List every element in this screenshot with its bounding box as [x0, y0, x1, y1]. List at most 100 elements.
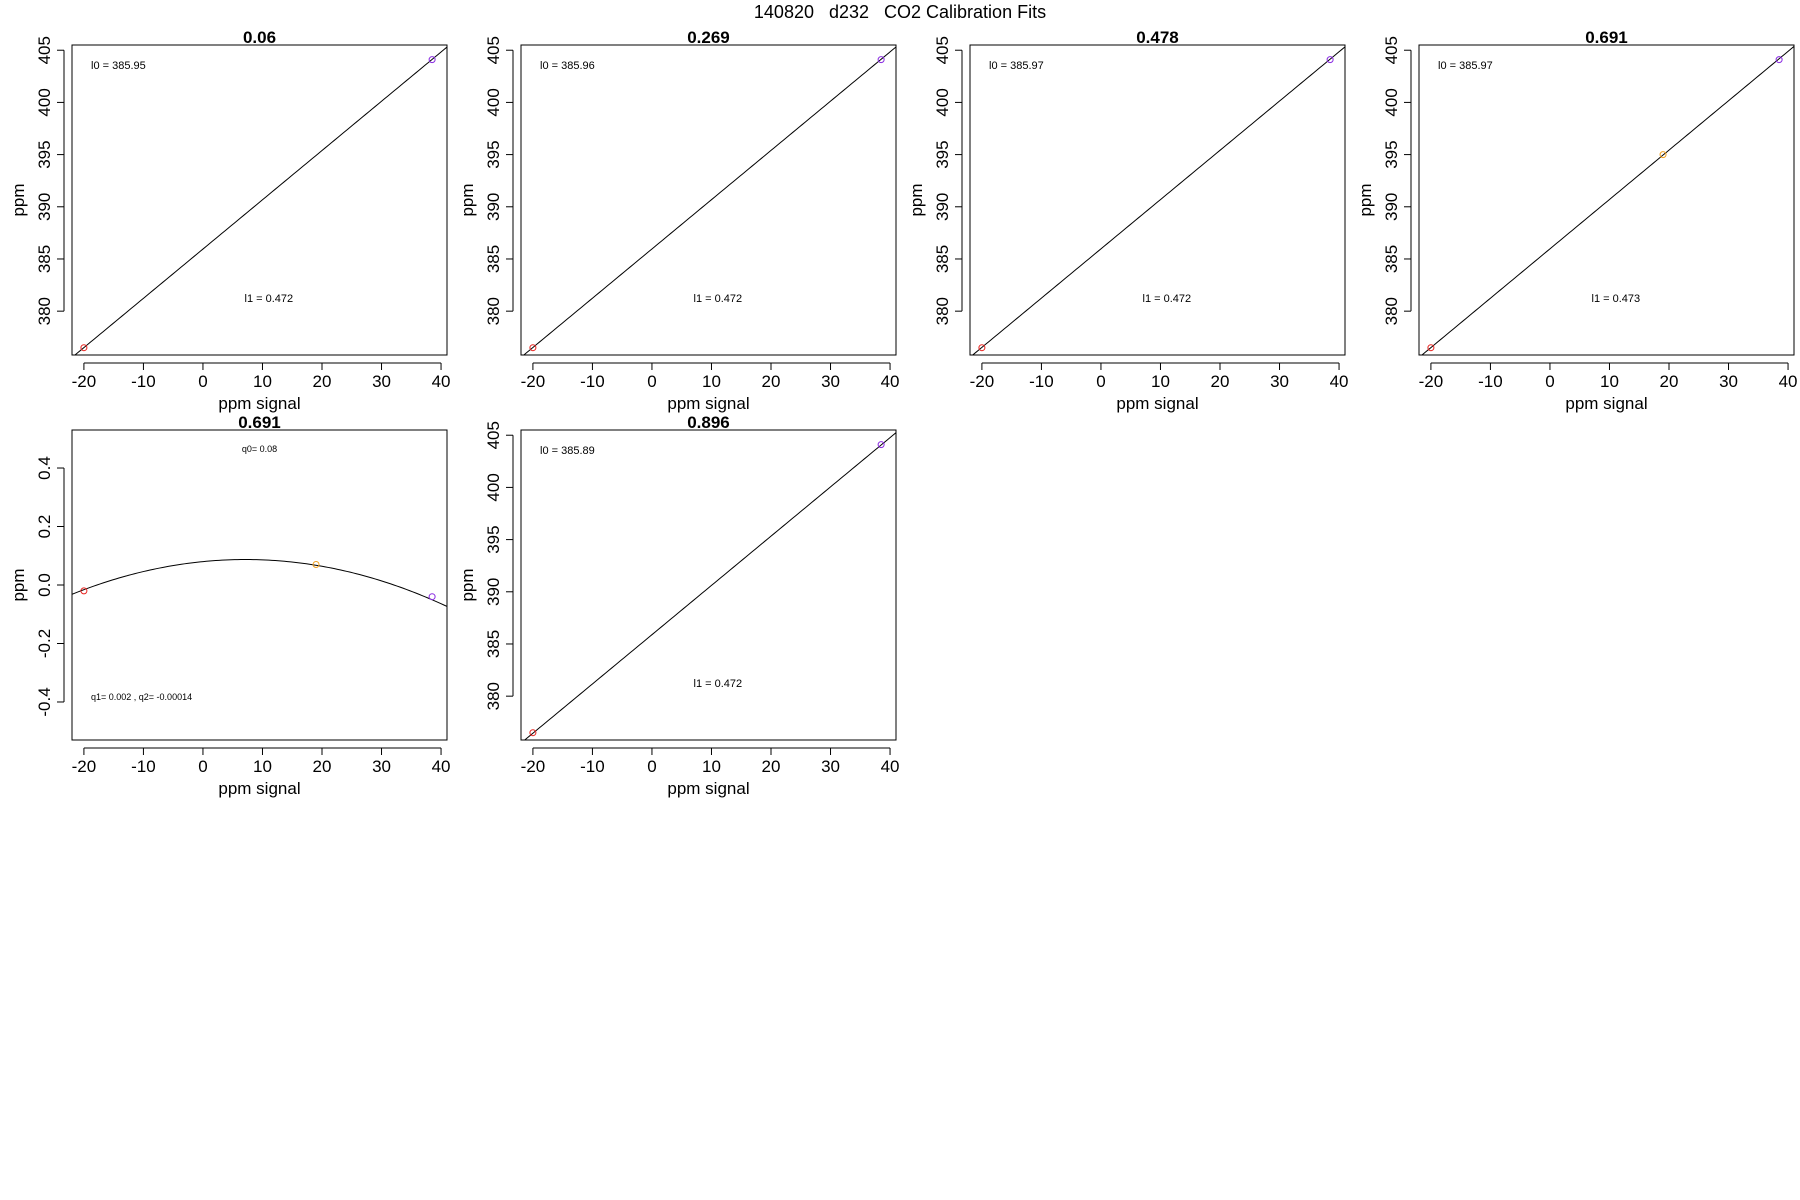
x-tick-label: 10: [1151, 372, 1170, 391]
x-axis-label: ppm signal: [1565, 394, 1647, 413]
data-point: [428, 56, 436, 64]
x-tick-label: -20: [521, 757, 546, 776]
data-point: [428, 593, 436, 601]
plot-frame: [969, 44, 1346, 356]
y-tick-label: 385: [1382, 245, 1401, 273]
x-tick-label: -20: [521, 372, 546, 391]
data-point: [1427, 344, 1435, 352]
y-tick-label: 0.2: [35, 515, 54, 539]
plot-frame: [1418, 44, 1795, 356]
y-tick-label: 405: [1382, 36, 1401, 64]
slope-annotation: l1 = 0.472: [694, 293, 743, 305]
calibration-panel-2: 0.269 -20 -10 0 10 20 30 40 ppm signal 380 385 390 3…: [458, 28, 900, 413]
q0-annotation: q0= 0.08: [242, 444, 277, 454]
x-tick-label: 40: [1779, 372, 1798, 391]
calibration-panel-6: 0.896 -20 -10 0 10 20 30 40 ppm signal 380 385 390 3…: [458, 413, 900, 798]
x-tick-label: -20: [970, 372, 995, 391]
data-point: [312, 561, 320, 569]
y-axis-label: ppm: [458, 183, 477, 216]
y-tick-label: 400: [933, 88, 952, 116]
calibration-panel-3: 0.478 -20 -10 0 10 20 30 40 ppm signal 380 385 390 3…: [907, 28, 1349, 413]
plot-frame: [520, 429, 897, 741]
data-point: [1775, 56, 1783, 64]
y-tick-label: 390: [35, 193, 54, 221]
y-tick-label: 395: [484, 140, 503, 168]
fit-line: [523, 46, 896, 355]
data-point: [529, 729, 537, 737]
x-axis-label: ppm signal: [218, 394, 300, 413]
plot-frame: [71, 44, 448, 356]
calibration-panel-1: 0.06 -20 -10 0 10 20 30 40 ppm signal 380 385 390 39…: [9, 28, 451, 413]
y-tick-label: 0.4: [35, 456, 54, 480]
calibration-panel-4: 0.691 -20 -10 0 10 20 30 40 ppm signal 380 385 390 3…: [1356, 28, 1798, 413]
y-axis-label: ppm: [9, 568, 28, 601]
x-tick-label: 20: [313, 757, 332, 776]
y-tick-label: -0.2: [35, 629, 54, 658]
panels-group: 0.06 -20 -10 0 10 20 30 40 ppm signal 380 385 390 39…: [9, 28, 1798, 798]
intercept-annotation: l0 = 385.95: [91, 60, 146, 72]
data-point: [877, 441, 885, 449]
y-tick-label: 385: [484, 630, 503, 658]
y-axis-label: ppm: [458, 568, 477, 601]
data-point: [978, 344, 986, 352]
x-axis-label: ppm signal: [218, 779, 300, 798]
data-point: [877, 56, 885, 64]
x-tick-label: 0: [198, 372, 207, 391]
y-tick-label: 395: [35, 140, 54, 168]
y-tick-label: 400: [35, 88, 54, 116]
intercept-annotation: l0 = 385.97: [989, 60, 1044, 72]
y-tick-label: -0.4: [35, 687, 54, 716]
fit-line: [74, 46, 447, 355]
fit-line: [1421, 46, 1794, 355]
panel-title: 0.691: [1585, 28, 1628, 47]
x-tick-label: 40: [432, 757, 451, 776]
x-tick-label: 20: [762, 372, 781, 391]
x-tick-label: 10: [702, 757, 721, 776]
x-tick-label: 20: [1211, 372, 1230, 391]
slope-annotation: l1 = 0.473: [1592, 293, 1641, 305]
panel-title: 0.691: [238, 413, 281, 432]
slope-annotation: l1 = 0.472: [245, 293, 294, 305]
intercept-annotation: l0 = 385.97: [1438, 60, 1493, 72]
y-tick-label: 395: [484, 525, 503, 553]
y-tick-label: 0.0: [35, 573, 54, 597]
x-tick-label: 30: [372, 372, 391, 391]
plot-frame: [71, 429, 448, 741]
x-tick-label: -20: [1419, 372, 1444, 391]
y-axis-label: ppm: [9, 183, 28, 216]
x-tick-label: 0: [647, 757, 656, 776]
panel-title: 0.478: [1136, 28, 1179, 47]
x-axis-label: ppm signal: [667, 779, 749, 798]
x-tick-label: 30: [1270, 372, 1289, 391]
x-tick-label: 20: [1660, 372, 1679, 391]
y-tick-label: 390: [933, 193, 952, 221]
x-tick-label: -10: [1478, 372, 1503, 391]
calibration-panel-5: 0.691 -20 -10 0 10 20 30 40 ppm signal -0.4 -0.2 0.…: [9, 413, 451, 798]
data-point: [80, 587, 88, 595]
fit-line: [523, 432, 896, 740]
data-point: [529, 344, 537, 352]
x-tick-label: -20: [72, 372, 97, 391]
intercept-annotation: l0 = 385.96: [540, 60, 595, 72]
fit-line: [971, 46, 1345, 355]
fit-line: [72, 559, 447, 607]
x-tick-label: 10: [253, 757, 272, 776]
x-axis-label: ppm signal: [667, 394, 749, 413]
x-tick-label: 20: [762, 757, 781, 776]
y-tick-label: 390: [484, 193, 503, 221]
x-tick-label: 20: [313, 372, 332, 391]
y-tick-label: 380: [1382, 297, 1401, 325]
x-tick-label: 10: [1600, 372, 1619, 391]
x-tick-label: 30: [821, 372, 840, 391]
q1-q2-annotation: q1= 0.002 , q2= -0.00014: [91, 692, 192, 702]
y-tick-label: 385: [35, 245, 54, 273]
y-tick-label: 405: [484, 36, 503, 64]
y-tick-label: 385: [484, 245, 503, 273]
y-tick-label: 390: [1382, 193, 1401, 221]
y-tick-label: 380: [35, 297, 54, 325]
x-tick-label: -20: [72, 757, 97, 776]
x-tick-label: 10: [702, 372, 721, 391]
y-tick-label: 395: [933, 140, 952, 168]
data-point: [1326, 56, 1334, 64]
